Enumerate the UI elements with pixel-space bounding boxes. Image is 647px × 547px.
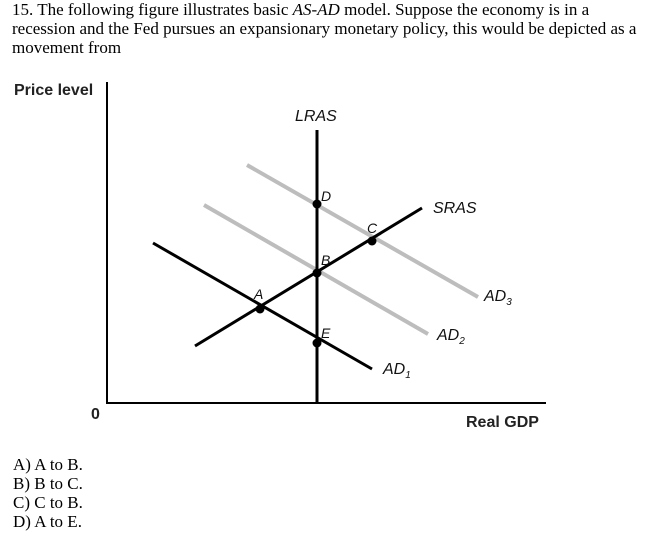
- sras-label: SRAS: [433, 200, 477, 217]
- question-model-name: AS-AD: [292, 0, 340, 19]
- point-c-label: C: [367, 220, 378, 236]
- x-axis-label: Real GDP: [466, 414, 539, 431]
- point-b: [312, 268, 322, 278]
- ad2-label-main: AD: [436, 327, 460, 344]
- ad3-label-sub: 3: [506, 297, 512, 308]
- point-e: [312, 338, 322, 348]
- ad3-label-main: AD: [483, 288, 507, 305]
- ad1-label-main: AD: [382, 361, 406, 378]
- point-e-label: E: [321, 325, 331, 341]
- question-number: 15.: [12, 0, 34, 19]
- point-d: [312, 199, 322, 209]
- ad3-curve: [246, 163, 479, 299]
- choice-d[interactable]: D) A to E.: [13, 512, 82, 531]
- point-c: [367, 236, 377, 246]
- point-b-label: B: [321, 252, 330, 268]
- sras-curve: [194, 206, 423, 348]
- lras-label: LRAS: [295, 108, 337, 125]
- ad2-label-sub: 2: [458, 336, 465, 347]
- point-a: [255, 304, 265, 314]
- choice-b[interactable]: B) B to C.: [13, 474, 83, 493]
- point-d-label: D: [321, 188, 331, 204]
- question-text-after: model. Suppose the economy is in a reces…: [12, 0, 637, 57]
- choice-a[interactable]: A) A to B.: [13, 455, 83, 474]
- ad1-label: AD1: [382, 361, 411, 381]
- answer-choices: A) A to B. B) B to C. C) C to B. D) A to…: [13, 455, 83, 531]
- ad3-label: AD3: [483, 288, 512, 308]
- origin-label: 0: [91, 406, 100, 423]
- question-text: 15. The following figure illustrates bas…: [12, 0, 642, 57]
- question-text-before: The following figure illustrates basic: [37, 0, 293, 19]
- ad1-label-sub: 1: [405, 370, 411, 381]
- y-axis-label: Price level: [14, 82, 93, 99]
- point-a-label: A: [253, 286, 263, 302]
- ad2-label: AD2: [436, 327, 465, 347]
- choice-c[interactable]: C) C to B.: [13, 493, 83, 512]
